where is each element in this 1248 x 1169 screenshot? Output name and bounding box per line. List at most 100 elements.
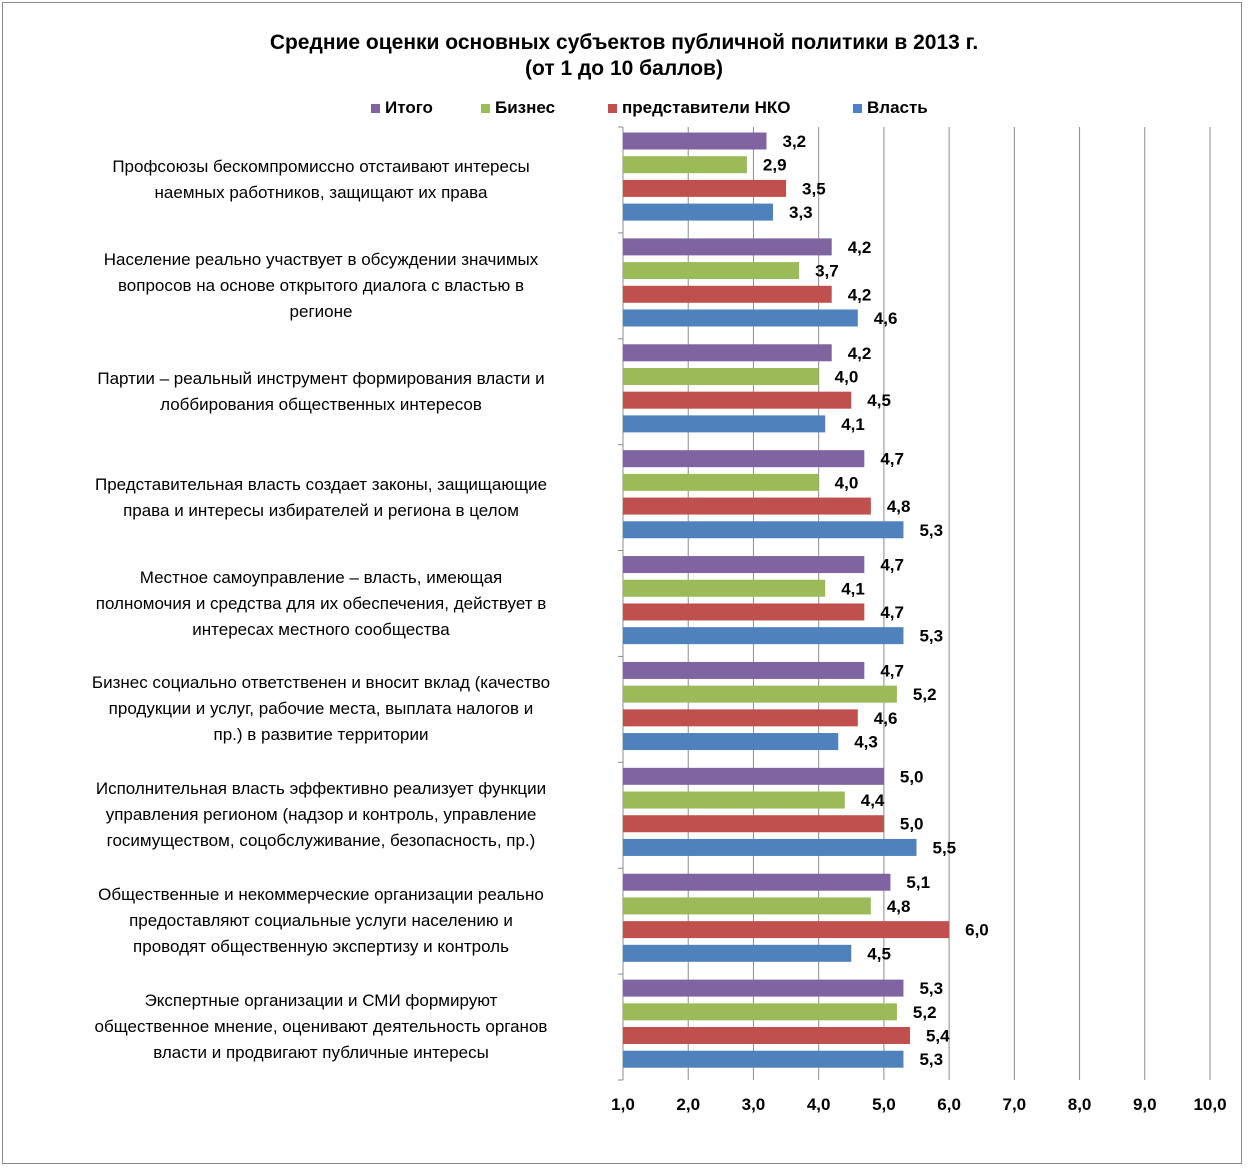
bar <box>623 1027 910 1045</box>
data-label: 4,7 <box>880 603 904 622</box>
data-label: 5,3 <box>919 979 943 998</box>
data-label: 5,3 <box>919 521 943 540</box>
bar <box>623 262 800 280</box>
category-label-line: продукции и услуг, рабочие места, выплат… <box>108 699 534 719</box>
bar <box>623 661 865 679</box>
chart-subtitle: (от 1 до 10 баллов) <box>525 57 723 80</box>
data-label: 5,0 <box>900 815 924 834</box>
bar <box>623 415 826 433</box>
data-label: 6,0 <box>965 921 989 940</box>
bar <box>623 921 950 939</box>
chart-title: Средние оценки основных субъектов публич… <box>0 30 1248 82</box>
category-label-line: права и интересы избирателей и региона в… <box>123 500 519 520</box>
legend-swatch-vlast <box>853 103 862 113</box>
legend-item-vlast: Власть <box>853 97 928 119</box>
category-label-line: Экспертные организации и СМИ формируют <box>144 991 498 1011</box>
data-label: 4,2 <box>848 285 872 304</box>
data-label: 4,6 <box>874 709 898 728</box>
x-tick-label: 3,0 <box>742 1095 766 1114</box>
category-label-line: Бизнес социально ответственен и вносит в… <box>91 673 551 693</box>
category-label-line: Партии – реальный инструмент формировани… <box>97 368 545 388</box>
category-label: Партии – реальный инструмент формировани… <box>25 366 617 418</box>
chart-legend: Итого Бизнес представители НКО Власть <box>0 97 1248 119</box>
data-label: 3,7 <box>815 262 839 281</box>
bar <box>623 473 819 491</box>
x-tick-label: 6,0 <box>937 1095 961 1114</box>
bar <box>623 685 897 703</box>
data-label: 3,5 <box>802 179 826 198</box>
category-label-line: регионе <box>289 301 353 321</box>
bar <box>623 367 819 385</box>
data-label: 3,3 <box>789 203 813 222</box>
x-tick-label: 2,0 <box>676 1095 700 1114</box>
data-label: 4,1 <box>841 579 865 598</box>
x-tick-label: 8,0 <box>1068 1095 1092 1114</box>
legend-swatch-biznes <box>481 103 490 113</box>
data-label: 5,3 <box>919 1050 943 1069</box>
bar <box>623 838 917 856</box>
bar <box>623 179 787 197</box>
data-label: 4,5 <box>867 944 891 963</box>
bar <box>623 627 904 645</box>
x-tick-label: 5,0 <box>872 1095 896 1114</box>
bar <box>623 285 832 303</box>
bar <box>623 733 839 751</box>
data-label: 5,5 <box>933 838 957 857</box>
category-label-line: Местное самоуправление – власть, имеющая <box>139 567 503 587</box>
bar <box>623 815 884 833</box>
x-tick-label: 4,0 <box>807 1095 831 1114</box>
bar <box>623 521 904 539</box>
data-label: 4,7 <box>880 661 904 680</box>
data-label: 4,7 <box>880 556 904 575</box>
data-label: 4,3 <box>854 733 878 752</box>
bar <box>623 203 774 221</box>
category-label-line: Исполнительная власть эффективно реализу… <box>95 779 547 799</box>
data-label: 4,0 <box>835 473 859 492</box>
bar <box>623 497 871 515</box>
bar <box>623 1050 904 1068</box>
chart-title-line: Средние оценки основных субъектов публич… <box>269 31 979 54</box>
category-label-line: предоставляют социальные услуги населени… <box>129 911 513 931</box>
category-label: Бизнес социально ответственен и вносит в… <box>25 670 617 748</box>
category-label-line: интересах местного сообщества <box>192 619 450 639</box>
category-label: Исполнительная власть эффективно реализу… <box>25 776 617 854</box>
category-label-line: госимуществом, соцобслуживание, безопасн… <box>106 831 536 851</box>
data-label: 5,1 <box>906 873 930 892</box>
data-label: 3,2 <box>782 132 806 151</box>
bar <box>623 603 865 621</box>
category-label-line: наемных работников, защищают их права <box>154 182 488 202</box>
category-label-line: Представительная власть создает законы, … <box>94 474 548 494</box>
data-label: 4,5 <box>867 391 891 410</box>
category-label-line: вопросов на основе открытого диалога с в… <box>117 275 525 295</box>
legend-item-itogo: Итого <box>371 97 433 119</box>
category-label: Местное самоуправление – власть, имеющая… <box>25 565 617 643</box>
bar <box>623 344 832 362</box>
data-label: 5,0 <box>900 767 924 786</box>
bar <box>623 979 904 997</box>
data-label: 4,4 <box>861 791 885 810</box>
data-label: 4,0 <box>835 367 859 386</box>
data-label: 4,8 <box>887 897 911 916</box>
data-label: 5,3 <box>919 627 943 646</box>
category-label: Представительная власть создает законы, … <box>25 472 617 524</box>
legend-swatch-nko <box>608 103 617 113</box>
data-label: 4,2 <box>848 344 872 363</box>
bar <box>623 156 747 174</box>
bar <box>623 450 865 468</box>
bar <box>623 767 884 785</box>
category-label: Экспертные организации и СМИ формируют об… <box>25 988 617 1066</box>
category-label-line: пр.) в развитие территории <box>213 725 429 745</box>
category-label-line: управления регионом (надзор и контроль, … <box>105 805 537 825</box>
category-label-line: общественное мнение, оценивают деятельно… <box>94 1017 548 1037</box>
data-label: 5,4 <box>926 1027 950 1046</box>
bar <box>623 309 858 327</box>
legend-label: Власть <box>867 98 928 117</box>
category-label: Общественные и некоммерческие организаци… <box>25 882 617 960</box>
data-label: 4,2 <box>848 238 872 257</box>
bar <box>623 944 852 962</box>
data-label: 4,6 <box>874 309 898 328</box>
bar <box>623 579 826 597</box>
category-label: Население реально участвует в обсуждении… <box>25 247 617 325</box>
